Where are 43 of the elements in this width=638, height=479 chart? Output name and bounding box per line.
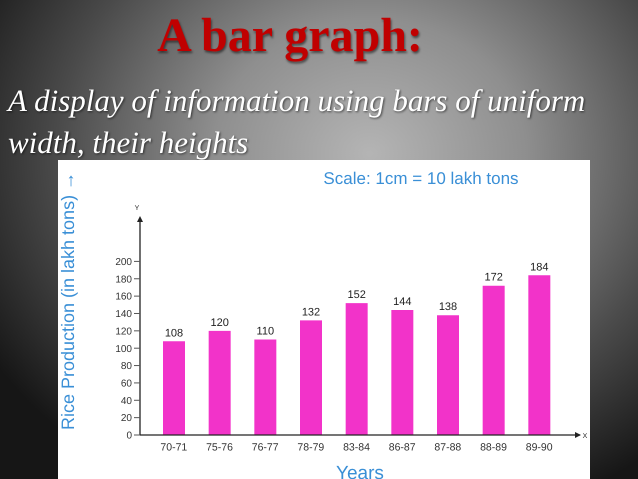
data-label: 152	[347, 289, 366, 302]
bar	[300, 320, 322, 435]
chart-subtitle: A display of information using bars of uniform width, their heights	[8, 82, 586, 162]
x-tick-label: 76-77	[252, 441, 279, 454]
chart-title: A bar graph:	[156, 8, 424, 63]
x-tick-label: 78-79	[297, 441, 324, 454]
x-axis-title: Years	[336, 463, 384, 479]
data-label: 132	[302, 306, 320, 318]
y-tick-label: 160	[115, 292, 132, 303]
bar	[391, 310, 414, 435]
bar	[346, 303, 368, 435]
x-tick-label: 88-89	[480, 441, 508, 454]
y-tick-label: 20	[120, 413, 132, 424]
bar	[482, 286, 505, 435]
bar	[528, 275, 550, 435]
x-tick-label: 75-76	[206, 441, 234, 454]
x-tick-label: 86-87	[388, 441, 416, 454]
bar	[163, 341, 185, 435]
data-label: 110	[256, 326, 274, 338]
x-tick-label: 89-90	[526, 441, 553, 454]
x-tick-label: 83-84	[343, 441, 370, 454]
data-label: 108	[164, 327, 184, 340]
y-axis-title: Rice Production (in lakh tons) →	[58, 172, 78, 430]
bar	[208, 330, 231, 435]
text: Scale: 1cm = 10 lakh tons	[323, 169, 519, 188]
y-tick-label: 80	[120, 361, 132, 372]
x-tick-label: 87-88	[434, 441, 462, 454]
y-tick-label: 0	[126, 430, 132, 442]
data-label: 120	[210, 316, 229, 329]
data-label: 144	[393, 296, 412, 308]
bar	[437, 315, 459, 435]
y-tick-label: 180	[115, 274, 132, 286]
y-tick-label: 120	[115, 326, 132, 338]
y-tick-label: 100	[115, 344, 132, 355]
y-tick-label: 60	[120, 378, 132, 390]
y-tick-label: 140	[115, 309, 132, 320]
y-tick-label: 40	[120, 396, 132, 407]
data-label: 172	[484, 272, 503, 284]
data-label: 138	[438, 301, 458, 314]
x-tick-label: 70-71	[160, 441, 188, 454]
bar	[254, 340, 276, 435]
y-tick-label: 200	[115, 256, 132, 268]
data-label: 184	[530, 261, 549, 274]
